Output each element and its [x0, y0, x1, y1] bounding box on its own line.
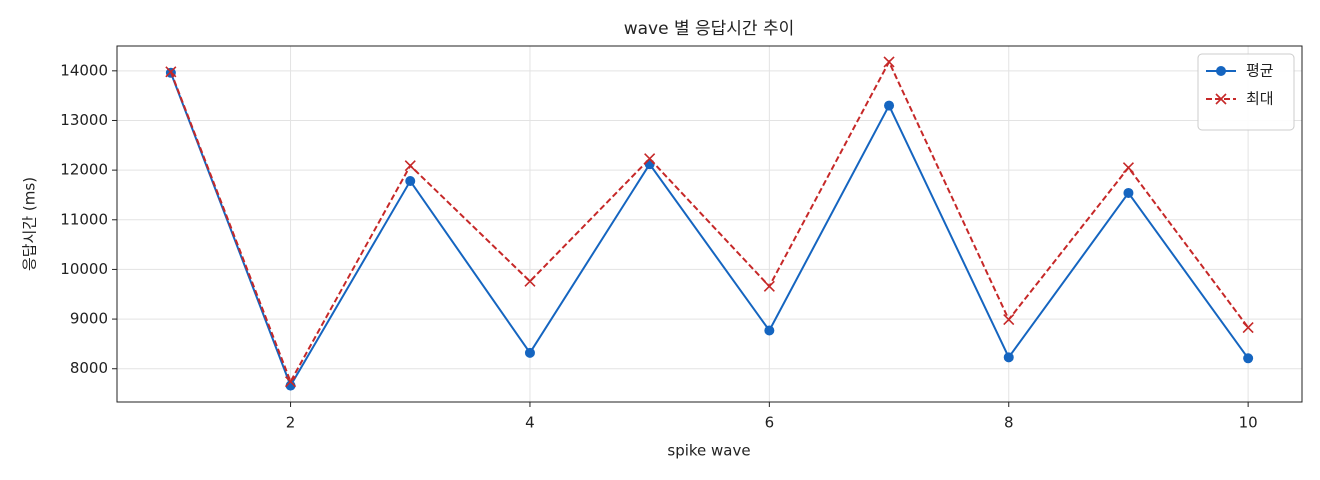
- point: [644, 159, 655, 170]
- point: [404, 160, 416, 172]
- x-tick-label: 10: [1239, 414, 1258, 432]
- x-axis-label: spike wave: [667, 442, 750, 460]
- y-tick-label: 8000: [70, 359, 108, 377]
- series-line: [169, 59, 1249, 384]
- legend-label: 최대: [1246, 90, 1274, 108]
- point: [884, 100, 895, 111]
- y-tick-label: 10000: [60, 260, 108, 278]
- y-tick-label: 12000: [60, 161, 108, 179]
- y-tick-label: 9000: [70, 310, 108, 328]
- point: [1003, 314, 1015, 326]
- point: [1242, 321, 1254, 334]
- legend-marker: [1216, 66, 1226, 76]
- point: [165, 66, 177, 78]
- point: [644, 153, 656, 165]
- y-tick-label: 13000: [60, 111, 108, 129]
- legend-label: 평균: [1246, 62, 1274, 80]
- y-tick-label: 14000: [60, 61, 108, 79]
- y-axis-label: 응답시간 (ms): [21, 177, 39, 271]
- x-tick-label: 4: [525, 414, 535, 432]
- chart-title: wave 별 응답시간 추이: [624, 19, 795, 39]
- plot-frame: [116, 45, 1303, 403]
- point: [764, 325, 775, 336]
- point: [524, 347, 535, 358]
- legend-marker: [1215, 93, 1227, 105]
- x-tick-label: 8: [1004, 414, 1014, 432]
- x-tick-label: 6: [765, 414, 775, 432]
- series-line: [169, 72, 1249, 388]
- x-tick-label: 2: [286, 414, 296, 432]
- point: [1123, 187, 1134, 198]
- point: [1243, 353, 1254, 364]
- point: [1003, 352, 1014, 363]
- point: [883, 56, 895, 68]
- y-tick-label: 11000: [60, 210, 108, 228]
- point: [284, 376, 297, 388]
- point: [405, 176, 416, 187]
- point: [1122, 162, 1135, 174]
- point: [524, 275, 536, 287]
- point: [763, 280, 775, 292]
